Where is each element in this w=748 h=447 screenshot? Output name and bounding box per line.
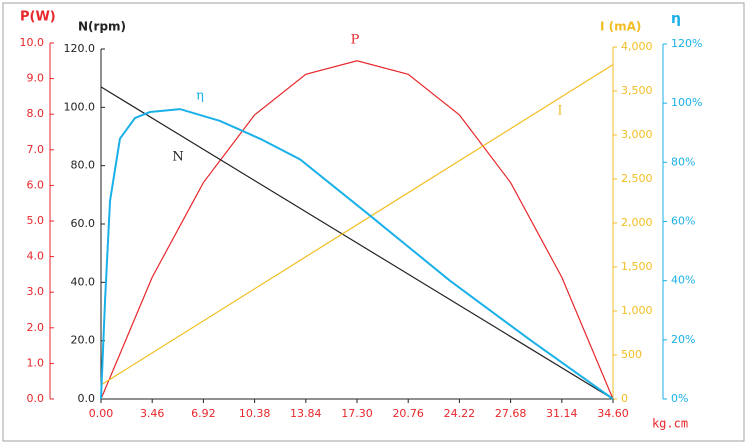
x-tick-label: 34.60	[597, 407, 629, 420]
y-tick-label: 10.0	[20, 36, 45, 49]
y-tick-label: 40%	[671, 274, 695, 287]
series-line	[100, 64, 614, 386]
y-tick-label: 60.0	[71, 217, 96, 230]
y-tick-label: 4,000	[621, 40, 653, 53]
series-label: η	[196, 89, 204, 104]
y-tick-label: 100%	[671, 96, 702, 109]
series-label: P	[351, 33, 360, 48]
x-tick-label: 27.68	[495, 407, 527, 420]
x-tick-label: 20.76	[392, 407, 424, 420]
axis-title: I (mA)	[600, 20, 641, 34]
y-tick-label: 1,500	[621, 260, 653, 273]
axis-title: N(rpm)	[78, 20, 126, 34]
y-tick-label: 80.0	[71, 159, 96, 172]
y-tick-label: 0.0	[27, 392, 45, 405]
axis-title: η	[671, 11, 681, 27]
series-line	[100, 60, 614, 400]
axis-title: P(W)	[20, 10, 56, 25]
y-tick-label: 9.0	[27, 72, 45, 85]
y-tick-label: 3,500	[621, 84, 653, 97]
x-tick-label: 13.84	[290, 407, 322, 420]
y-tick-label: 4.0	[27, 250, 45, 263]
x-tick-label: 6.92	[191, 407, 216, 420]
y-tick-label: 2.0	[27, 321, 45, 334]
x-tick-label: 31.14	[546, 407, 578, 420]
y-tick-label: 80%	[671, 155, 695, 168]
y-tick-label: 7.0	[27, 143, 45, 156]
y-tick-label: 20%	[671, 333, 695, 346]
y-tick-label: 1,000	[621, 304, 653, 317]
y-tick-label: 500	[621, 348, 642, 361]
y-tick-label: 120%	[671, 37, 702, 50]
y-tick-label: 20.0	[71, 334, 96, 347]
series-label: I	[557, 104, 562, 119]
y-tick-label: 0	[621, 392, 628, 405]
y-tick-label: 60%	[671, 215, 695, 228]
y-tick-label: 40.0	[71, 275, 96, 288]
y-tick-label: 8.0	[27, 107, 45, 120]
series-label: N	[172, 150, 183, 165]
y-tick-label: 5.0	[27, 214, 45, 227]
y-tick-label: 120.0	[64, 42, 96, 55]
y-tick-label: 2,000	[621, 216, 653, 229]
x-axis-title: kg.cm	[652, 417, 688, 431]
x-tick-label: 17.30	[341, 407, 373, 420]
y-tick-label: 3,000	[621, 128, 653, 141]
y-tick-label: 0%	[671, 392, 688, 405]
y-tick-label: 0.0	[78, 392, 96, 405]
y-tick-label: 1.0	[27, 356, 45, 369]
y-tick-label: 100.0	[64, 100, 96, 113]
x-tick-label: 0.00	[89, 407, 114, 420]
x-tick-label: 3.46	[140, 407, 165, 420]
y-tick-label: 2,500	[621, 172, 653, 185]
y-tick-label: 6.0	[27, 178, 45, 191]
x-tick-label: 24.22	[444, 407, 476, 420]
frame	[2, 2, 745, 442]
y-tick-label: 3.0	[27, 285, 45, 298]
series-line	[100, 86, 614, 400]
series-line	[100, 108, 614, 400]
x-tick-label: 10.38	[239, 407, 271, 420]
